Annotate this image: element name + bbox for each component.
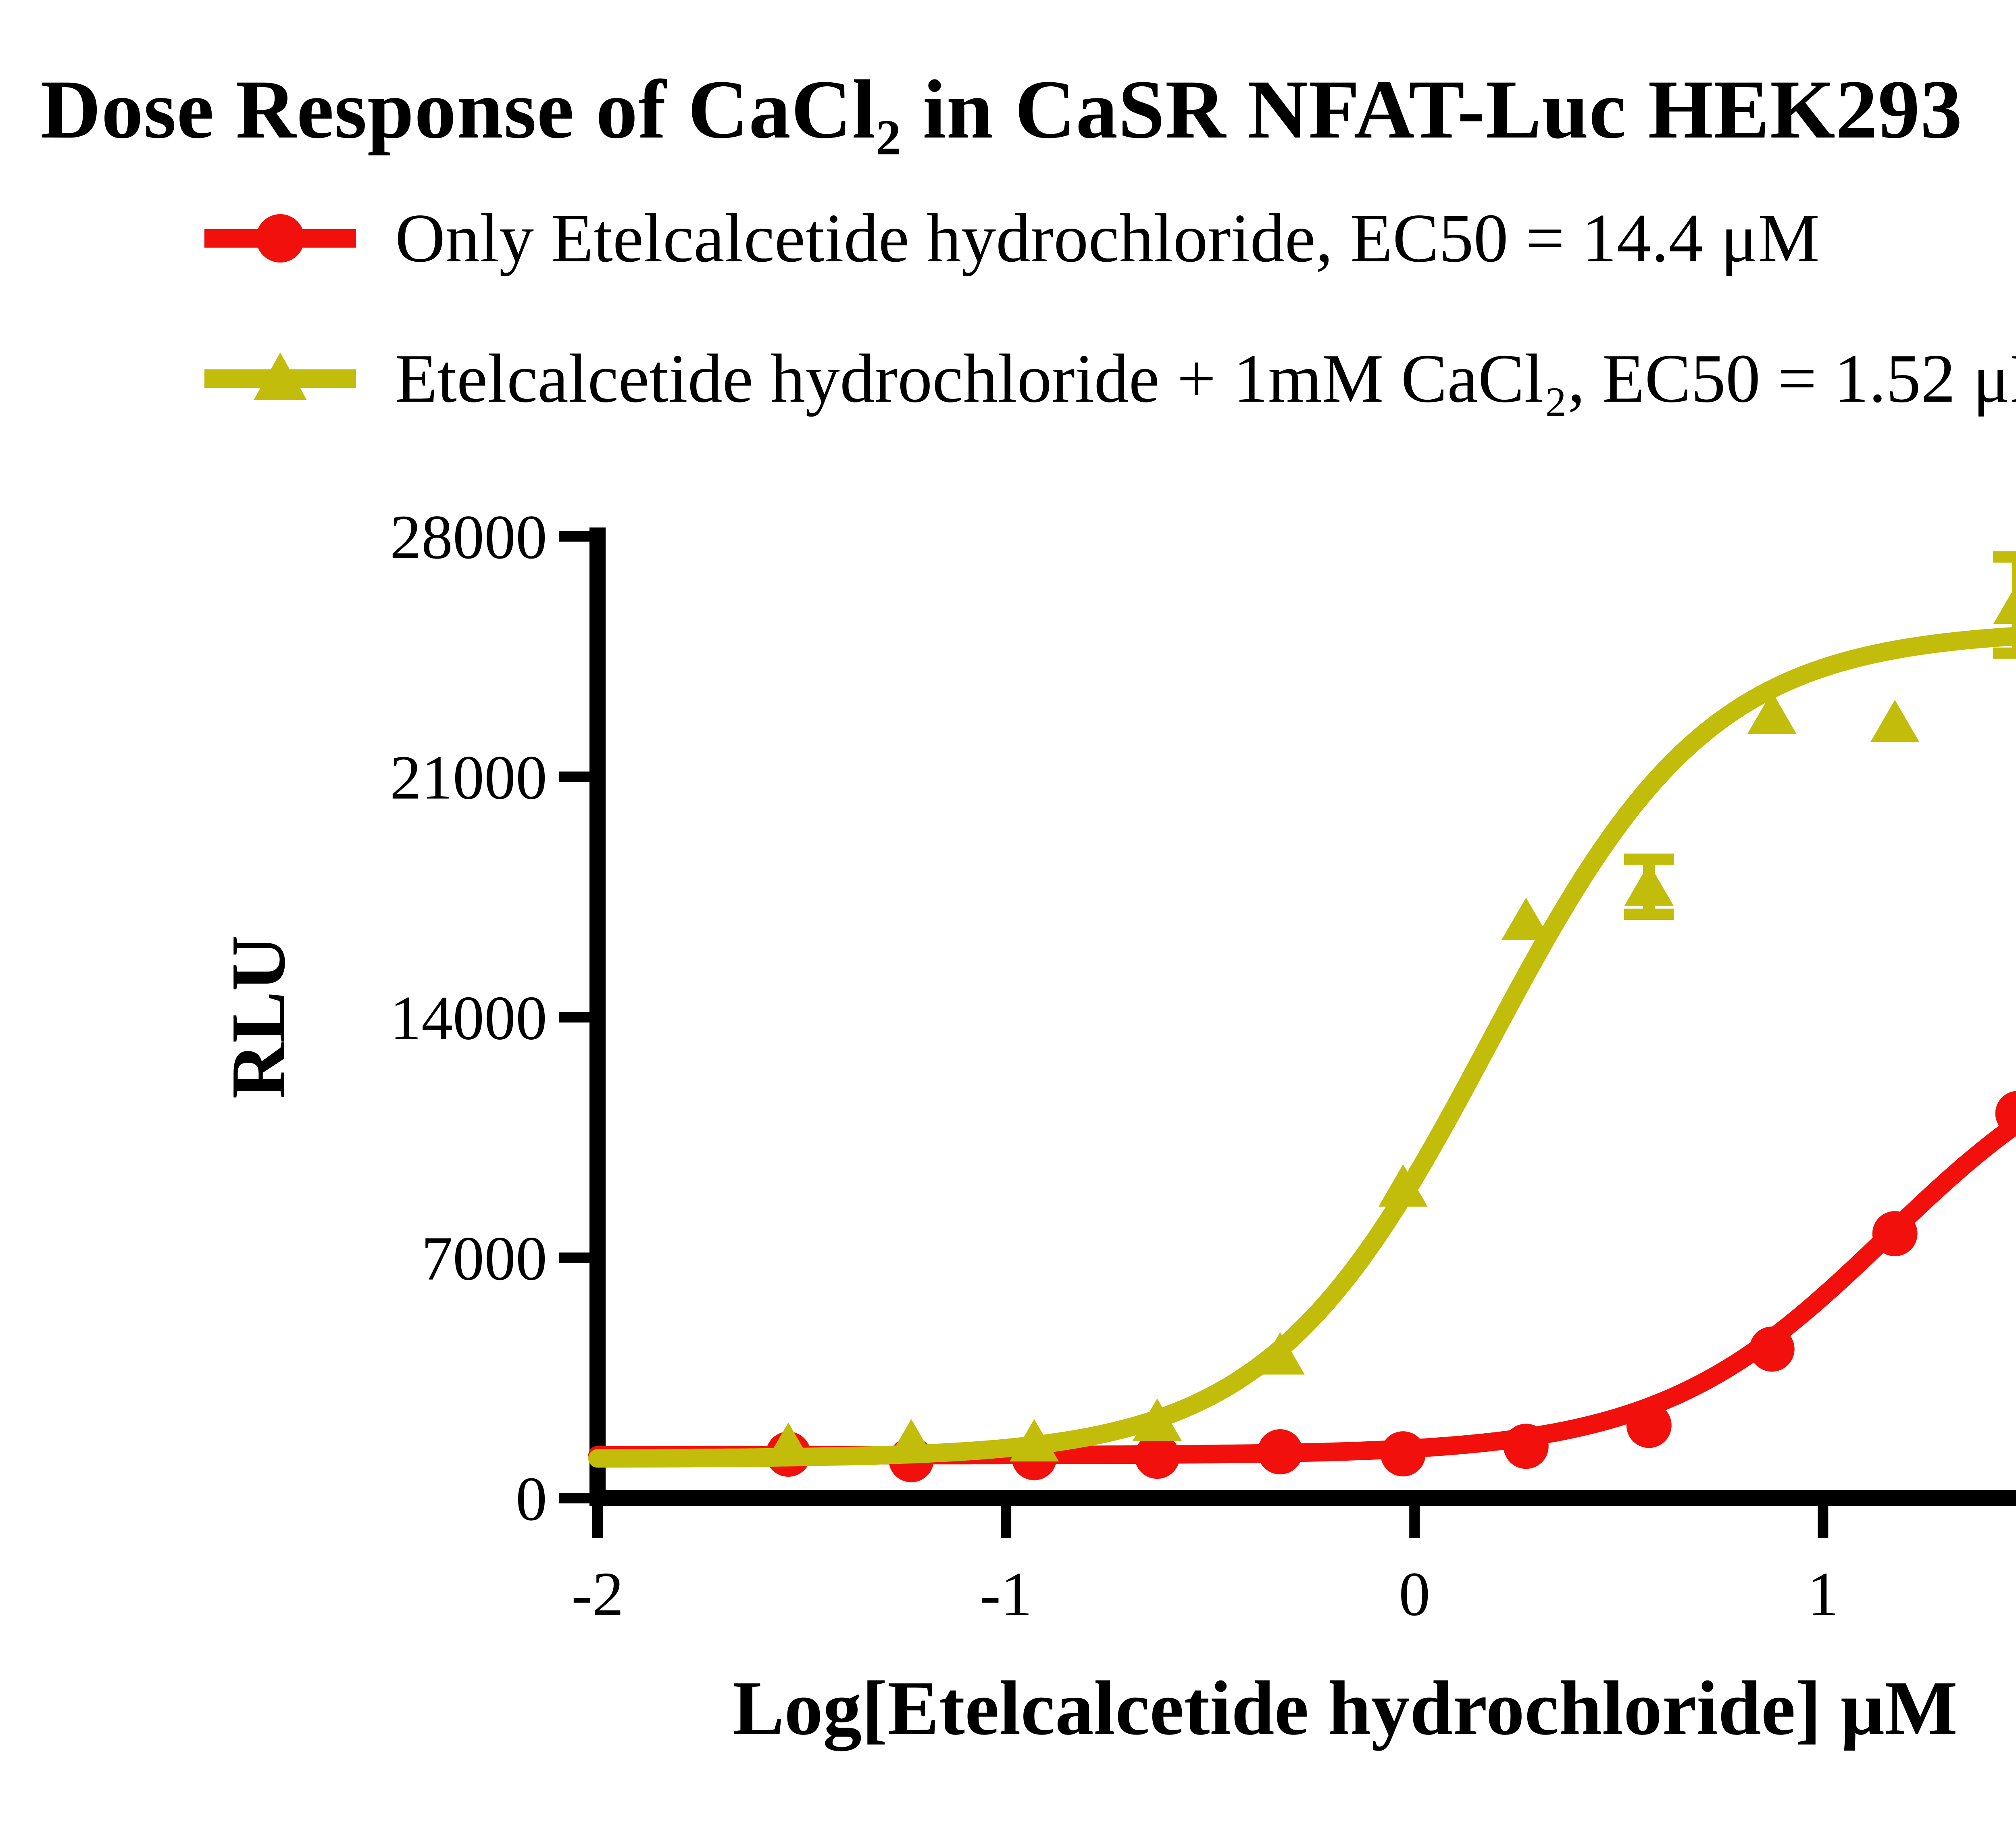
data-point-circle <box>1626 1403 1672 1448</box>
data-point-triangle <box>1624 863 1674 906</box>
x-tick-label: 0 <box>1399 1559 1430 1629</box>
legend-entry-red: Only Etelcalcetide hydrochloride, EC50 =… <box>200 200 2016 277</box>
legend-marker-yellow-triangle-icon <box>204 352 356 400</box>
x-tick-label: -2 <box>571 1559 624 1629</box>
data-point-triangle <box>1132 1398 1182 1441</box>
fit-curve-circle <box>588 1114 2016 1465</box>
data-point-triangle <box>1378 1164 1428 1207</box>
legend-marker-red-circle-icon <box>204 214 356 263</box>
y-axis-title: RLU <box>215 935 301 1099</box>
fit-curve-triangle <box>588 627 2016 1468</box>
data-point-circle <box>1749 1326 1795 1372</box>
data-point-circle <box>1503 1424 1549 1469</box>
chart-title: Dose Response of CaCl₂ in CaSR NFAT-Luc … <box>40 63 2016 156</box>
legend: Only Etelcalcetide hydrochloride, EC50 =… <box>200 200 2016 482</box>
x-axis-title: Log[Etelcalcetide hydrochloride] μM <box>733 1665 1958 1751</box>
y-tick-label: 0 <box>516 1464 547 1534</box>
data-point-circle <box>1257 1429 1303 1475</box>
data-point-triangle <box>764 1422 813 1465</box>
y-tick-label: 21000 <box>390 742 547 812</box>
data-point-triangle <box>1747 691 1797 734</box>
y-tick-label: 14000 <box>390 983 547 1053</box>
data-point-triangle <box>1255 1332 1305 1375</box>
x-tick-label: -1 <box>980 1559 1032 1629</box>
y-tick-label: 28000 <box>390 502 547 572</box>
x-tick-label: 1 <box>1807 1559 1839 1629</box>
data-point-triangle <box>1870 700 1920 742</box>
data-point-circle <box>1995 1091 2016 1136</box>
data-point-triangle <box>887 1419 936 1462</box>
y-tick-label: 7000 <box>421 1224 547 1293</box>
legend-entry-yellow: Etelcalcetide hydrochloride + 1mM CaCl₂,… <box>200 340 2016 417</box>
data-point-circle <box>1380 1431 1426 1477</box>
data-point-triangle <box>1501 898 1551 940</box>
data-point-triangle <box>1993 585 2016 624</box>
data-point-circle <box>1872 1211 1918 1257</box>
data-point-circle <box>1134 1434 1180 1479</box>
data-point-triangle <box>1010 1419 1059 1462</box>
legend-label-yellow: Etelcalcetide hydrochloride + 1mM CaCl₂,… <box>395 340 2016 417</box>
legend-label-red: Only Etelcalcetide hydrochloride, EC50 =… <box>395 200 1820 277</box>
